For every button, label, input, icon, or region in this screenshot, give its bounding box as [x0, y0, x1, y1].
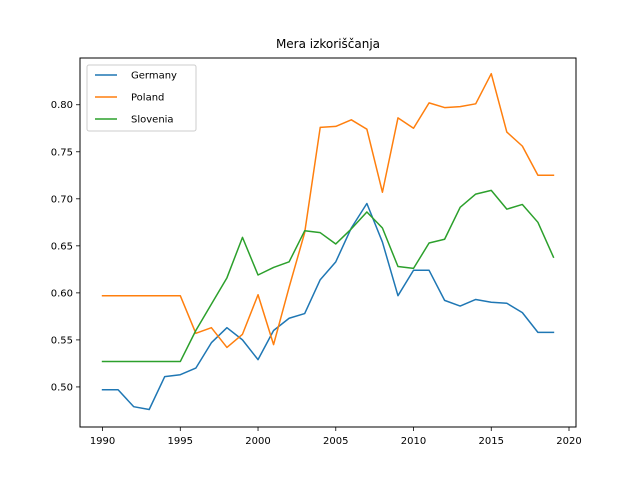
x-axis: 1990 1995 2000 2005 2010 2015 2020 [90, 427, 582, 447]
x-tick-label: 2010 [401, 436, 426, 447]
x-tick-label: 1995 [168, 436, 193, 447]
y-tick-label: 0.50 [51, 382, 73, 393]
y-tick-label: 0.55 [51, 335, 73, 346]
x-tick-label: 2000 [245, 436, 270, 447]
legend-label-poland: Poland [131, 93, 164, 104]
y-tick-label: 0.65 [51, 241, 73, 252]
x-tick-label: 2015 [479, 436, 504, 447]
x-tick-label: 2005 [323, 436, 348, 447]
legend-label-germany: Germany [131, 71, 177, 82]
y-axis: 0.50 0.55 0.60 0.65 0.70 0.75 0.80 [51, 100, 80, 393]
legend-box [86, 64, 197, 132]
x-tick-label: 2020 [556, 436, 581, 447]
y-tick-label: 0.60 [51, 288, 73, 299]
plot-frame [79, 57, 577, 428]
legend: Germany Poland Slovenia [86, 64, 197, 132]
y-tick-label: 0.80 [51, 100, 73, 111]
y-tick-label: 0.75 [51, 147, 73, 158]
series-layer [101, 72, 555, 411]
y-tick-label: 0.70 [51, 194, 73, 205]
series-line-germany [101, 202, 555, 411]
series-line-poland [101, 72, 555, 349]
legend-label-slovenia: Slovenia [131, 115, 174, 126]
x-tick-label: 1990 [90, 436, 115, 447]
series-line-slovenia [101, 189, 555, 363]
chart-title: Mera izkoriščanja [276, 37, 380, 51]
